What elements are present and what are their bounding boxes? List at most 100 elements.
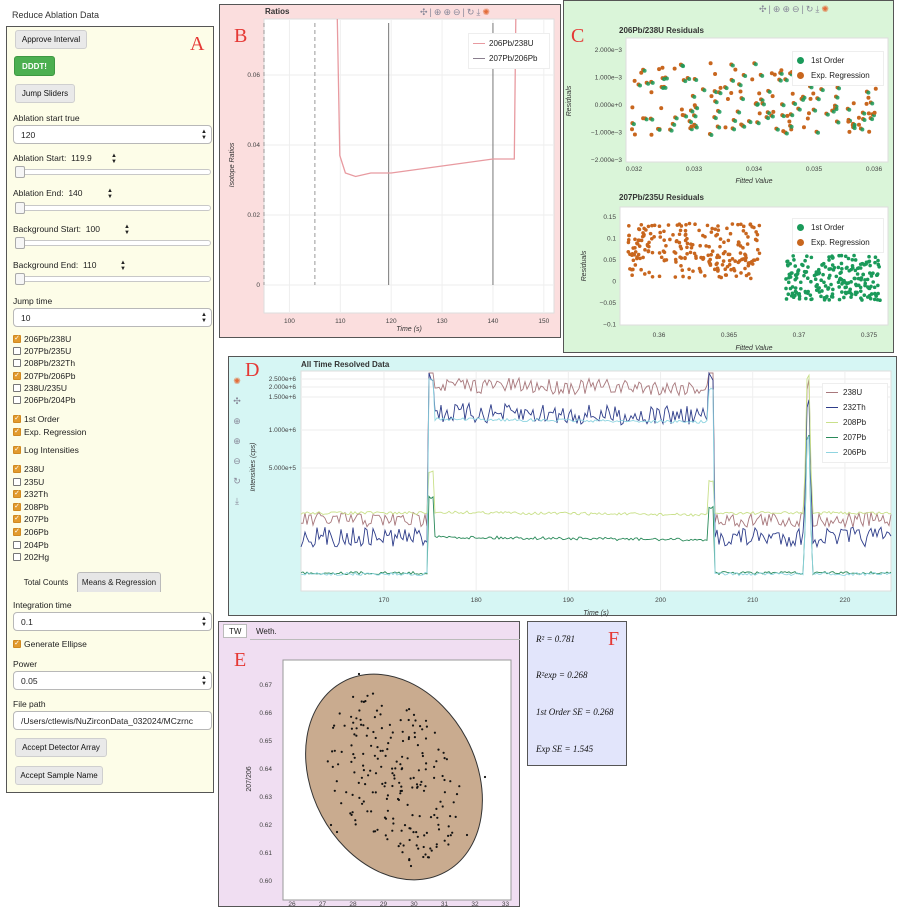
- box-zoom-icon[interactable]: ⊕: [233, 416, 241, 426]
- box-zoom-icon[interactable]: ⊕: [433, 7, 444, 17]
- checkbox-icon[interactable]: ✓: [13, 371, 21, 380]
- legend-item[interactable]: 208Pb: [826, 415, 884, 430]
- checkbox-icon[interactable]: [13, 553, 21, 562]
- spinner-icon[interactable]: ▲ ▼: [201, 128, 207, 141]
- ratio-checkbox-208pb-232th[interactable]: 208Pb/232Th: [13, 357, 75, 369]
- isotope-checkbox-208pb[interactable]: ✓ 208Pb: [13, 501, 49, 513]
- legend-item[interactable]: Exp. Regression: [797, 235, 879, 250]
- ablation-start-true-input[interactable]: 120 ▲ ▼: [13, 125, 212, 144]
- ratio-checkbox-207pb-235u[interactable]: 207Pb/235U: [13, 345, 71, 357]
- background-start-slider[interactable]: [15, 237, 211, 249]
- spinner-icon[interactable]: ▲ ▼: [107, 188, 113, 200]
- legend-item[interactable]: 232Th: [826, 400, 884, 415]
- zoom-in-icon[interactable]: ⊕: [233, 436, 241, 446]
- checkbox-icon[interactable]: ✓: [13, 515, 21, 524]
- zoom-in-icon[interactable]: ⊕: [782, 4, 792, 14]
- legend-item[interactable]: 206Pb: [826, 445, 884, 460]
- approve-interval-button[interactable]: Approve Interval: [15, 30, 87, 49]
- spinner-icon[interactable]: ▲ ▼: [111, 153, 117, 165]
- plot-toolbar[interactable]: ✣|⊕⊕⊖|↻⤓✺: [759, 4, 831, 14]
- checkbox-icon[interactable]: ✓: [13, 502, 21, 511]
- zoom-in-icon[interactable]: ⊕: [443, 7, 453, 17]
- zoom-out-icon[interactable]: ⊖: [233, 456, 241, 466]
- checkbox-icon[interactable]: ✓: [13, 415, 21, 423]
- spinner-icon[interactable]: ▲ ▼: [124, 224, 130, 236]
- generate-ellipse-checkbox[interactable]: ✓ Generate Ellipse: [13, 639, 87, 649]
- power-input[interactable]: 0.05 ▲ ▼: [13, 671, 212, 690]
- checkbox-icon[interactable]: [13, 396, 21, 404]
- checkbox-icon[interactable]: ✓: [13, 427, 21, 436]
- zoom-out-icon[interactable]: ⊖: [791, 4, 802, 14]
- slider-handle[interactable]: [15, 166, 25, 178]
- jump-time-input[interactable]: 10 ▲ ▼: [13, 308, 212, 327]
- accept-detector-array-button[interactable]: Accept Detector Array: [15, 738, 107, 757]
- zoom-out-icon[interactable]: ⊖: [452, 7, 463, 17]
- dddt-button[interactable]: DDDT!: [14, 56, 55, 76]
- isotope-checkbox-207pb[interactable]: ✓ 207Pb: [13, 513, 49, 525]
- checkbox-icon[interactable]: ✓: [13, 465, 21, 473]
- accept-sample-name-button[interactable]: Accept Sample Name: [15, 766, 103, 785]
- spinner-icon[interactable]: ▲ ▼: [201, 674, 207, 687]
- ablation-end-slider[interactable]: [15, 202, 211, 214]
- checkbox-icon[interactable]: ✓: [13, 640, 21, 648]
- checkbox-icon[interactable]: [13, 383, 21, 392]
- legend-item[interactable]: 206Pb/238U: [473, 36, 545, 51]
- ratio-checkbox-206pb-238u[interactable]: ✓ 206Pb/238U: [13, 333, 71, 345]
- reset-icon[interactable]: ↻: [233, 476, 241, 486]
- legend-item[interactable]: 1st Order: [797, 53, 879, 68]
- legend-item[interactable]: 238U: [826, 385, 884, 400]
- legend-item[interactable]: 1st Order: [797, 220, 879, 235]
- plot-toolbar[interactable]: ✣|⊕⊕⊖|↻⤓✺: [420, 7, 492, 17]
- slider-handle[interactable]: [15, 202, 25, 214]
- tab-means-regression[interactable]: Means & Regression: [77, 572, 161, 592]
- tab-total-counts[interactable]: Total Counts: [23, 577, 69, 587]
- slider-handle[interactable]: [15, 273, 25, 285]
- legend-item[interactable]: 207Pb/206Pb: [473, 51, 545, 66]
- isotope-checkbox-235u[interactable]: 235U: [13, 476, 44, 488]
- checkbox-icon[interactable]: [13, 359, 21, 368]
- slider-handle[interactable]: [15, 237, 25, 249]
- regression-checkbox-exp-regression[interactable]: ✓ Exp. Regression: [13, 426, 86, 438]
- vertical-toolbar[interactable]: ✺ ✣ ⊕ ⊕ ⊖ ↻ ⤓: [231, 371, 243, 511]
- box-zoom-icon[interactable]: ⊕: [772, 4, 783, 14]
- checkbox-icon[interactable]: ✓: [13, 335, 21, 343]
- ratio-checkbox-207pb-206pb[interactable]: ✓ 207Pb/206Pb: [13, 370, 76, 382]
- checkbox-icon[interactable]: [13, 477, 21, 486]
- pan-icon[interactable]: ✣: [759, 4, 769, 14]
- isotope-checkbox-204pb[interactable]: 204Pb: [13, 539, 49, 551]
- legend-item[interactable]: 207Pb: [826, 430, 884, 445]
- integration-time-input[interactable]: 0.1 ▲ ▼: [13, 612, 212, 631]
- tab-tw[interactable]: TW: [223, 624, 248, 638]
- regression-checkbox-1st-order[interactable]: ✓ 1st Order: [13, 413, 59, 425]
- file-path-input[interactable]: /Users/ctlewis/NuZirconData_032024/MCzrn…: [13, 711, 212, 730]
- checkbox-icon[interactable]: ✓: [13, 490, 21, 499]
- jump-sliders-button[interactable]: Jump Sliders: [15, 84, 75, 103]
- spinner-icon[interactable]: ▲ ▼: [201, 311, 207, 324]
- isotope-checkbox-202hg[interactable]: 202Hg: [13, 551, 49, 563]
- log-intensities-checkbox[interactable]: ✓ Log Intensities: [13, 445, 79, 455]
- ellipse-chart[interactable]: 0.67 0.66 0.65 0.64 0.63 0.62 0.61 0.60 26 27 28 29…: [219, 622, 521, 908]
- isotope-checkbox-232th[interactable]: ✓ 232Th: [13, 488, 48, 500]
- checkbox-icon[interactable]: ✓: [13, 446, 21, 454]
- save-icon[interactable]: ⤓: [815, 4, 822, 14]
- spinner-icon[interactable]: ▲ ▼: [120, 260, 126, 272]
- time-resolved-chart[interactable]: 170 180 190 200 210 220 2.500e+62.000e+6 1.500e…: [229, 357, 897, 617]
- background-end-slider[interactable]: [15, 273, 211, 285]
- reset-icon[interactable]: ↻: [805, 4, 816, 14]
- isotope-checkbox-206pb[interactable]: ✓ 206Pb: [13, 526, 49, 538]
- spinner-icon[interactable]: ▲ ▼: [201, 615, 207, 628]
- checkbox-icon[interactable]: [13, 347, 21, 356]
- legend-item[interactable]: Exp. Regression: [797, 68, 879, 83]
- pan-icon[interactable]: ✣: [233, 396, 241, 406]
- checkbox-icon[interactable]: [13, 540, 21, 549]
- ratio-checkbox-238u-235u[interactable]: 238U/235U: [13, 382, 67, 394]
- save-icon[interactable]: ⤓: [476, 7, 483, 17]
- tab-weth[interactable]: Weth.: [256, 626, 277, 636]
- ratio-checkbox-206pb-204pb[interactable]: 206Pb/204Pb: [13, 394, 76, 406]
- ablation-start-slider[interactable]: [15, 166, 211, 178]
- reset-icon[interactable]: ↻: [466, 7, 477, 17]
- pan-icon[interactable]: ✣: [420, 7, 430, 17]
- save-icon[interactable]: ⤓: [235, 496, 239, 506]
- isotope-checkbox-238u[interactable]: ✓ 238U: [13, 463, 44, 475]
- checkbox-icon[interactable]: ✓: [13, 528, 21, 536]
